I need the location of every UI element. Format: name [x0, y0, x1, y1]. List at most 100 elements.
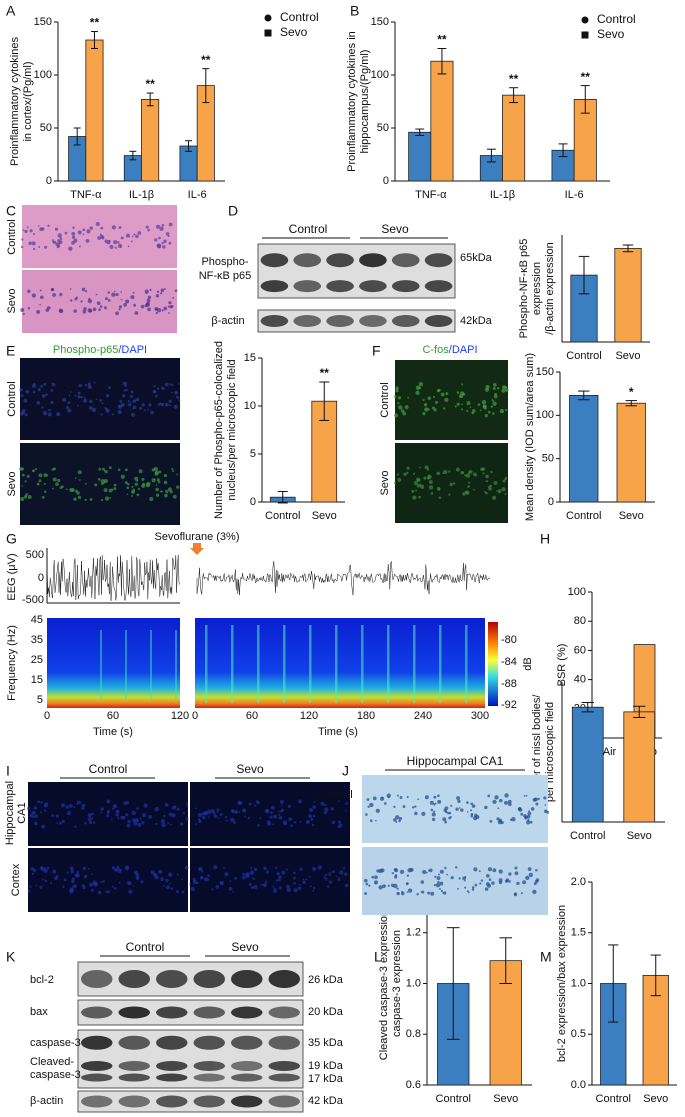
- cell: [470, 809, 473, 812]
- cell: [438, 389, 441, 392]
- cell: [504, 793, 509, 798]
- cell: [26, 226, 29, 229]
- cell: [74, 477, 77, 479]
- cell: [238, 801, 243, 806]
- cell: [212, 812, 216, 815]
- cell: [134, 482, 138, 486]
- band-label: bax: [30, 1006, 48, 1018]
- cell: [23, 495, 28, 499]
- micrograph: [362, 775, 548, 843]
- blot-band: [231, 1006, 263, 1019]
- cell: [427, 891, 431, 895]
- group-label: Sevo: [381, 222, 409, 236]
- y-tick-label: 25: [31, 654, 43, 666]
- cell: [64, 231, 68, 235]
- blot-band: [118, 970, 150, 988]
- cell: [111, 225, 116, 230]
- cell: [292, 876, 296, 880]
- cell: [527, 811, 532, 816]
- cell: [168, 301, 172, 305]
- cell: [32, 815, 35, 819]
- y-axis-label: nucleus/per microscopic field: [226, 359, 238, 500]
- band-size: 42 kDa: [308, 1095, 344, 1107]
- micrograph: [20, 358, 180, 440]
- cell: [110, 818, 113, 821]
- cell: [479, 882, 482, 885]
- y-axis-label: bcl-2 expression/bax expression: [556, 905, 568, 1062]
- cell: [32, 469, 35, 473]
- cell: [91, 407, 97, 413]
- cell: [163, 480, 168, 485]
- cell: [488, 878, 492, 881]
- cell: [527, 867, 532, 871]
- cell: [153, 873, 158, 878]
- cell: [473, 488, 475, 491]
- panel-letter: H: [540, 531, 550, 547]
- cell: [43, 809, 47, 812]
- y-axis-label: in cortex/(Pg/ml): [22, 61, 34, 141]
- cell: [145, 292, 148, 295]
- cell: [320, 801, 325, 806]
- cell: [69, 889, 74, 894]
- cell: [111, 885, 114, 888]
- cell: [416, 892, 419, 896]
- cell: [111, 292, 116, 297]
- cell: [207, 874, 210, 878]
- y-axis-label: expression: [531, 262, 543, 315]
- cell: [481, 467, 486, 471]
- cell: [270, 805, 275, 810]
- group-label: Sevo: [231, 940, 259, 954]
- cell: [225, 816, 228, 819]
- cell: [486, 874, 490, 878]
- cell: [168, 399, 172, 403]
- cell: [245, 872, 250, 877]
- cell: [107, 809, 110, 813]
- cell: [155, 293, 160, 298]
- cell: [251, 885, 255, 890]
- cell: [409, 867, 414, 872]
- cell: [171, 469, 175, 472]
- cell: [117, 243, 123, 248]
- blot-band: [156, 1073, 188, 1082]
- cell: [484, 887, 489, 891]
- cell: [82, 228, 86, 232]
- cell: [490, 405, 494, 408]
- cell: [141, 403, 145, 407]
- cell: [326, 885, 330, 888]
- column-label: Control: [89, 762, 128, 776]
- cell: [363, 878, 368, 883]
- cell: [457, 799, 461, 803]
- cell: [416, 478, 421, 482]
- y-tick-label: 1.5: [571, 927, 586, 939]
- micrograph: [362, 847, 548, 915]
- cell: [490, 470, 493, 474]
- cell: [528, 872, 533, 878]
- cell: [125, 233, 131, 238]
- cell: [156, 243, 162, 248]
- cell: [485, 480, 488, 482]
- y-tick-label: 0: [548, 496, 554, 508]
- blot-band: [268, 1035, 300, 1050]
- blot-band: [293, 253, 322, 268]
- y-tick-label: 80: [574, 615, 586, 627]
- cell: [105, 408, 110, 413]
- cell: [101, 402, 104, 405]
- cell: [40, 801, 43, 804]
- cell: [58, 821, 62, 825]
- legend-label: Control: [597, 12, 636, 26]
- cell: [83, 398, 88, 403]
- cell: [61, 803, 66, 808]
- cell: [279, 799, 284, 804]
- cell: [149, 288, 152, 292]
- cell: [502, 479, 506, 483]
- cell: [86, 229, 91, 234]
- y-tick-label: 100: [536, 409, 554, 421]
- cell: [456, 402, 460, 406]
- cell: [278, 875, 282, 879]
- cell: [535, 802, 539, 806]
- cell: [115, 311, 119, 316]
- cell: [286, 887, 291, 892]
- cell: [133, 303, 137, 307]
- cell: [55, 814, 60, 818]
- cell: [207, 816, 210, 818]
